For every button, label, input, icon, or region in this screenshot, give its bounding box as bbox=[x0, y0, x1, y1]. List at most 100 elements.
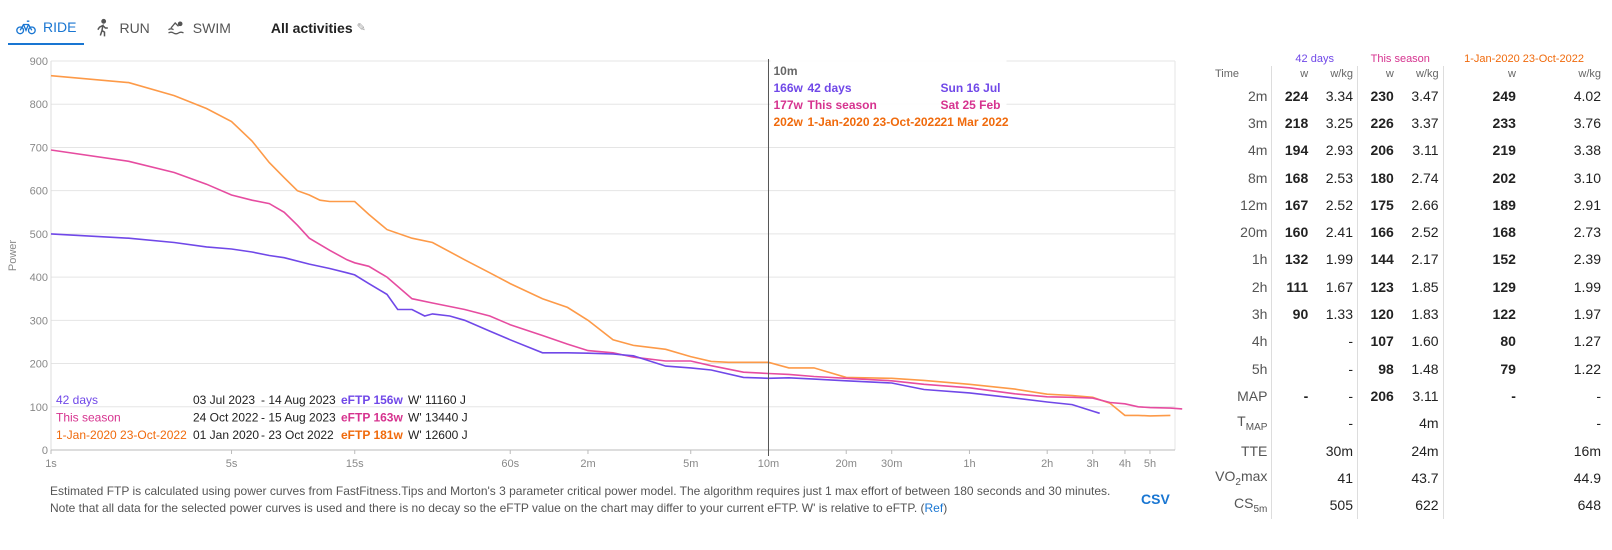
tooltip-series-name: 42 days bbox=[807, 81, 851, 95]
w-header: w bbox=[1271, 66, 1313, 82]
bike-icon bbox=[16, 20, 36, 34]
table-row: 3h 90 1.33 120 1.83 122 1.97 bbox=[1195, 300, 1605, 328]
wkg-cell: - bbox=[1596, 387, 1601, 404]
table-row: 20m 160 2.41 166 2.52 168 2.73 bbox=[1195, 218, 1605, 246]
wkg-cell: 1.85 bbox=[1411, 278, 1439, 295]
wkg-cell: 1.99 bbox=[1325, 251, 1353, 268]
wkg-cell: - bbox=[1348, 387, 1353, 404]
wkg-header: w/kg bbox=[1330, 68, 1353, 80]
csv-button[interactable]: CSV bbox=[1141, 491, 1170, 507]
x-tick-label: 5s bbox=[226, 458, 238, 470]
activity-filter[interactable]: All activities ✎ bbox=[271, 20, 366, 36]
footnote-end: ) bbox=[943, 501, 948, 515]
eftp-footnote: Estimated FTP is calculated using power … bbox=[50, 483, 1130, 517]
y-tick-label: 0 bbox=[42, 445, 48, 457]
wkg-cell: 3.10 bbox=[1573, 169, 1601, 186]
watts-cell: 224 bbox=[1271, 82, 1313, 110]
w-header: w bbox=[1442, 66, 1520, 82]
table-row: 8m 168 2.53 180 2.74 202 3.10 bbox=[1195, 163, 1605, 192]
wkg-cell: 3.47 bbox=[1411, 87, 1439, 104]
run-icon bbox=[97, 18, 109, 36]
row-label: 1h bbox=[1251, 251, 1268, 268]
y-tick-label: 300 bbox=[30, 315, 48, 327]
tooltip-watts: 202w bbox=[773, 115, 803, 129]
watts-cell: 144 bbox=[1356, 245, 1398, 274]
wkg-cell: 1.48 bbox=[1411, 360, 1439, 377]
wkg-cell: 2.93 bbox=[1325, 142, 1353, 159]
wkg-cell: 2.52 bbox=[1325, 196, 1353, 213]
tab-run[interactable]: RUN bbox=[84, 10, 157, 45]
wkg-cell: 2.39 bbox=[1573, 251, 1601, 268]
legend-range-end: - 14 Aug 2023 bbox=[261, 393, 336, 407]
vo2max-value: 44.9 bbox=[1442, 464, 1605, 492]
row-label: 3m bbox=[1247, 114, 1268, 131]
wkg-cell: 2.17 bbox=[1411, 251, 1439, 268]
table-row: 2m 224 3.34 230 3.47 249 4.02 bbox=[1195, 82, 1605, 110]
y-tick-label: 100 bbox=[30, 402, 48, 414]
x-tick-label: 20m bbox=[836, 458, 857, 470]
series-line bbox=[50, 233, 1100, 415]
tab-ride-label: RIDE bbox=[43, 18, 77, 35]
wkg-cell: 1.97 bbox=[1573, 306, 1601, 323]
row-label: MAP bbox=[1237, 387, 1268, 404]
watts-cell: 194 bbox=[1271, 136, 1313, 164]
row-label: 8m bbox=[1247, 169, 1268, 186]
wkg-cell: 2.73 bbox=[1573, 224, 1601, 241]
row-label: 2m bbox=[1247, 87, 1268, 104]
tte-label: TTE bbox=[1240, 442, 1268, 459]
wkg-cell: 3.11 bbox=[1412, 387, 1439, 404]
x-tick-label: 4h bbox=[1119, 458, 1131, 470]
tab-swim[interactable]: SWIM bbox=[158, 10, 239, 45]
ref-link[interactable]: Ref bbox=[924, 501, 944, 515]
x-tick-label: 3h bbox=[1087, 458, 1099, 470]
row-label: 2h bbox=[1251, 278, 1268, 295]
x-tick-label: 60s bbox=[501, 458, 519, 470]
tooltip-watts: 177w bbox=[773, 98, 803, 112]
watts-cell: 160 bbox=[1271, 218, 1313, 246]
tab-ride[interactable]: RIDE bbox=[8, 10, 85, 45]
legend-name: This season bbox=[56, 411, 121, 425]
row-label: 4m bbox=[1247, 142, 1268, 159]
legend-range-start: 03 Jul 2023 bbox=[193, 393, 255, 407]
vo2max-value: 41 bbox=[1271, 464, 1358, 492]
x-tick-label: 2h bbox=[1041, 458, 1053, 470]
legend-name: 42 days bbox=[56, 393, 98, 407]
legend-range-end: - 15 Aug 2023 bbox=[261, 411, 336, 425]
wkg-cell: 2.41 bbox=[1325, 224, 1353, 241]
watts-cell: 120 bbox=[1356, 300, 1398, 328]
tte-value: 24m bbox=[1356, 436, 1444, 465]
watts-cell: 107 bbox=[1356, 327, 1398, 355]
legend-eftp: eFTP 181w bbox=[341, 428, 403, 442]
x-tick-label: 1s bbox=[45, 458, 57, 470]
legend-eftp: eFTP 156w bbox=[341, 393, 403, 407]
wkg-cell: - bbox=[1348, 360, 1353, 377]
wkg-cell: 4.02 bbox=[1573, 87, 1601, 104]
row-label: 4h bbox=[1251, 333, 1268, 350]
table-row: CS5m 505 622 648 bbox=[1195, 491, 1605, 519]
watts-cell: 206 bbox=[1356, 136, 1398, 164]
watts-cell: 189 bbox=[1442, 191, 1520, 219]
y-tick-label: 900 bbox=[30, 56, 48, 68]
cs5m-value: 505 bbox=[1271, 491, 1358, 519]
x-tick-label: 10m bbox=[758, 458, 779, 470]
tooltip-date: Sat 25 Feb bbox=[940, 98, 1000, 112]
watts-cell: 167 bbox=[1271, 191, 1313, 219]
watts-cell: 219 bbox=[1442, 136, 1520, 164]
wkg-cell: 2.52 bbox=[1411, 224, 1439, 241]
table-row: 5h -98 1.48 79 1.22 bbox=[1195, 354, 1605, 383]
vo2max-label: VO2max bbox=[1215, 467, 1268, 488]
watts-cell: 132 bbox=[1271, 245, 1313, 274]
swim-icon bbox=[167, 21, 184, 34]
x-tick-label: 15s bbox=[346, 458, 364, 470]
footnote-text: Estimated FTP is calculated using power … bbox=[50, 484, 1111, 515]
watts-cell: 226 bbox=[1356, 109, 1398, 137]
x-tick-label: 2m bbox=[580, 458, 595, 470]
watts-cell: 168 bbox=[1271, 163, 1313, 192]
watts-cell: - bbox=[1442, 382, 1520, 410]
tmap-value: - bbox=[1271, 409, 1358, 437]
power-curve-chart[interactable]: 0 100 200 300 400 500 600 700 800 900 Power 1s 5s 15s… bbox=[0, 50, 1190, 475]
table-row: TTE 30m 24m 16m bbox=[1195, 436, 1605, 465]
table-row: 12m 167 2.52 175 2.66 189 2.91 bbox=[1195, 191, 1605, 219]
wkg-cell: 1.60 bbox=[1411, 333, 1439, 350]
watts-cell: 230 bbox=[1356, 82, 1398, 110]
